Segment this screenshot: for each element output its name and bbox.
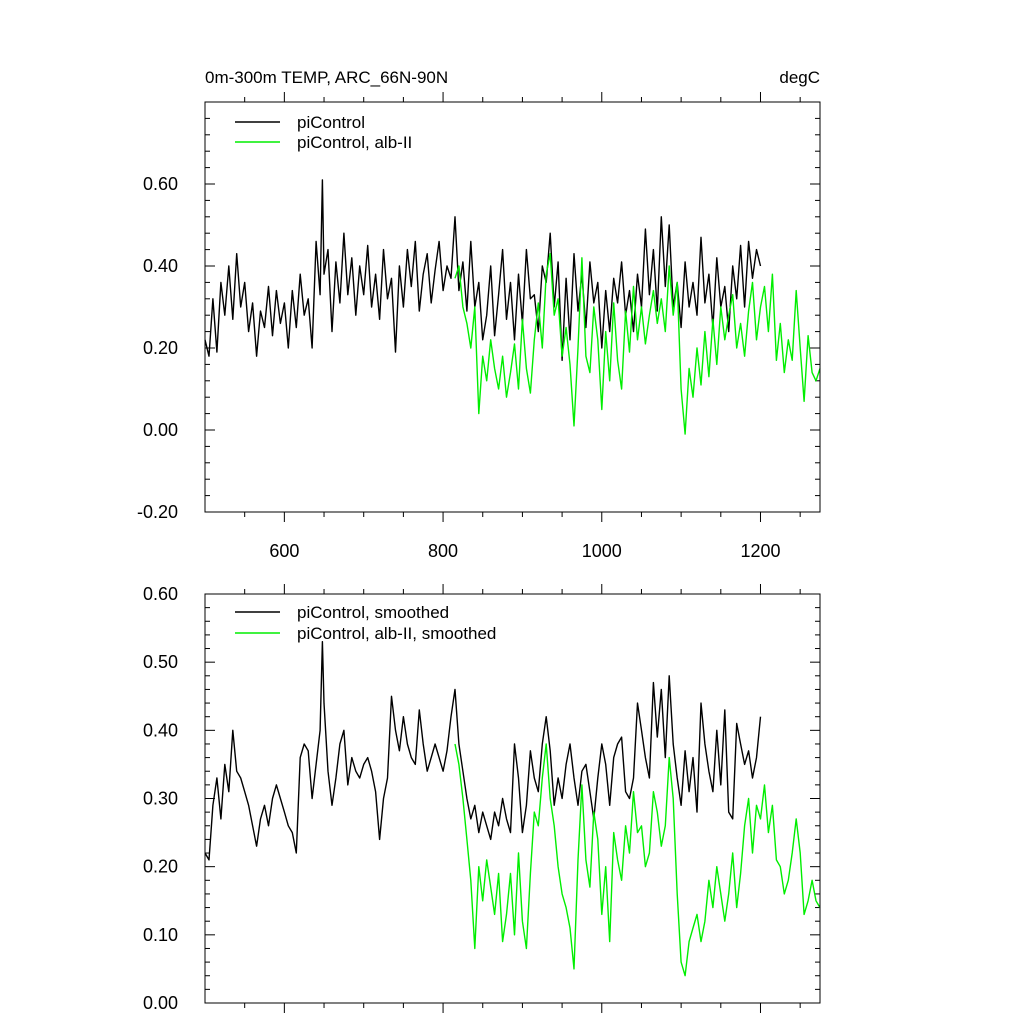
bottom-y-tick-label: 0.50 [143,652,178,672]
top-y-tick-label: 0.60 [143,174,178,194]
top-y-tick-label: 0.00 [143,420,178,440]
bottom-y-tick-label: 0.60 [143,584,178,604]
top-y-tick-label: -0.20 [137,502,178,522]
top-panel-title: 0m-300m TEMP, ARC_66N-90N [205,68,448,87]
top-panel-ticks: -0.20 0.00 0.20 0.40 0.60 600 800 1000 1200 [137,92,820,561]
top-panel: 0m-300m TEMP, ARC_66N-90N degC -0.20 0.00… [137,68,821,561]
series-line-picontrol-alb-ii [454,252,821,435]
bottom-y-tick-label: 0.40 [143,720,178,740]
bottom-y-tick-label: 0.10 [143,925,178,945]
series-line-picontrol-alb-ii-smoothed [454,743,821,977]
top-x-tick-label: 600 [269,541,299,561]
bottom-panel-ticks: 0.00 0.10 0.20 0.30 0.40 0.50 0.60 [143,584,820,1013]
bottom-y-tick-label: 0.00 [143,993,178,1013]
bottom-panel-series [204,641,821,977]
top-panel-legend: piControl piControl, alb-II [235,113,412,152]
top-x-tick-label: 1200 [740,541,780,561]
bottom-y-tick-label: 0.20 [143,857,178,877]
legend-label-picontrol-alb-ii: piControl, alb-II [297,133,412,152]
top-panel-frame [204,101,821,513]
top-x-tick-label: 1000 [582,541,622,561]
legend-label-picontrol: piControl [297,113,365,132]
top-panel-series [204,179,821,435]
bottom-panel: 0.00 0.10 0.20 0.30 0.40 0.50 0.60 piControl, … [143,584,821,1013]
legend-label-picontrol-smoothed: piControl, smoothed [297,603,449,622]
bottom-panel-frame [204,593,821,1004]
series-line-picontrol [204,179,762,361]
top-panel-units: degC [779,68,820,87]
bottom-panel-legend: piControl, smoothed piControl, alb-II, s… [235,603,496,643]
top-y-tick-label: 0.20 [143,338,178,358]
series-line-picontrol-smoothed [204,641,762,861]
top-x-tick-label: 800 [428,541,458,561]
top-y-tick-label: 0.40 [143,256,178,276]
legend-label-picontrol-alb-ii-smoothed: piControl, alb-II, smoothed [297,624,496,643]
bottom-y-tick-label: 0.30 [143,789,178,809]
